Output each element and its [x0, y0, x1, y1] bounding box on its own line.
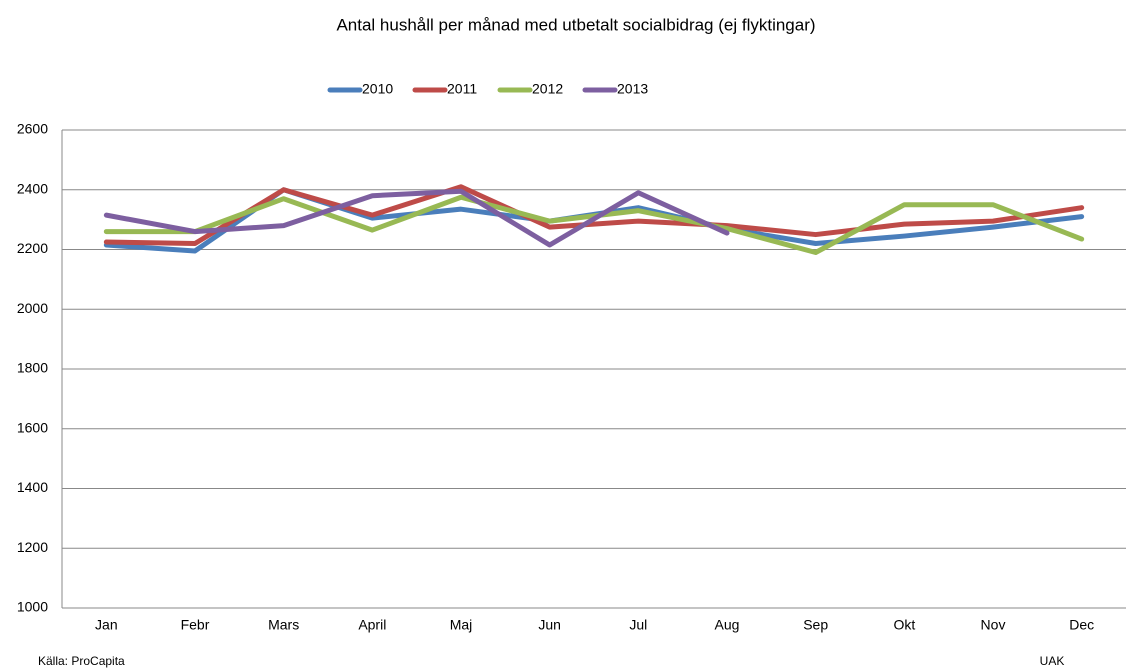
y-tick-label: 2600	[17, 121, 48, 137]
y-tick-label: 1000	[17, 599, 48, 615]
x-tick-label: Mars	[268, 617, 299, 633]
x-tick-label: Sep	[803, 617, 828, 633]
x-tick-label: Maj	[450, 617, 473, 633]
chart-title: Antal hushåll per månad med utbetalt soc…	[336, 15, 815, 34]
y-tick-label: 1600	[17, 419, 48, 435]
series-line	[103, 184, 1085, 247]
x-tick-label: Jun	[538, 617, 561, 633]
y-tick-label: 2000	[17, 300, 48, 316]
x-tick-label: Jul	[629, 617, 647, 633]
legend-label: 2012	[532, 81, 563, 97]
x-tick-label: Nov	[981, 617, 1006, 633]
x-tick-label: Dec	[1069, 617, 1094, 633]
y-tick-label: 1800	[17, 360, 48, 376]
x-tick-label: April	[358, 617, 386, 633]
source: Källa: ProCapita	[38, 654, 125, 668]
y-tick-label: 2400	[17, 180, 48, 196]
y-tick-label: 1200	[17, 539, 48, 555]
series-line	[103, 188, 730, 248]
y-tick-label: 1400	[17, 479, 48, 495]
legend-label: 2013	[617, 81, 648, 97]
x-tick-label: Jan	[95, 617, 118, 633]
legend-label: 2010	[362, 81, 393, 97]
x-tick-label: Okt	[893, 617, 915, 633]
x-tick-label: Febr	[181, 617, 210, 633]
y-tick-label: 2200	[17, 240, 48, 256]
x-tick-label: Aug	[715, 617, 740, 633]
legend-label: 2011	[447, 81, 477, 97]
credit: UAK	[1040, 654, 1065, 668]
series-line	[103, 194, 1085, 255]
